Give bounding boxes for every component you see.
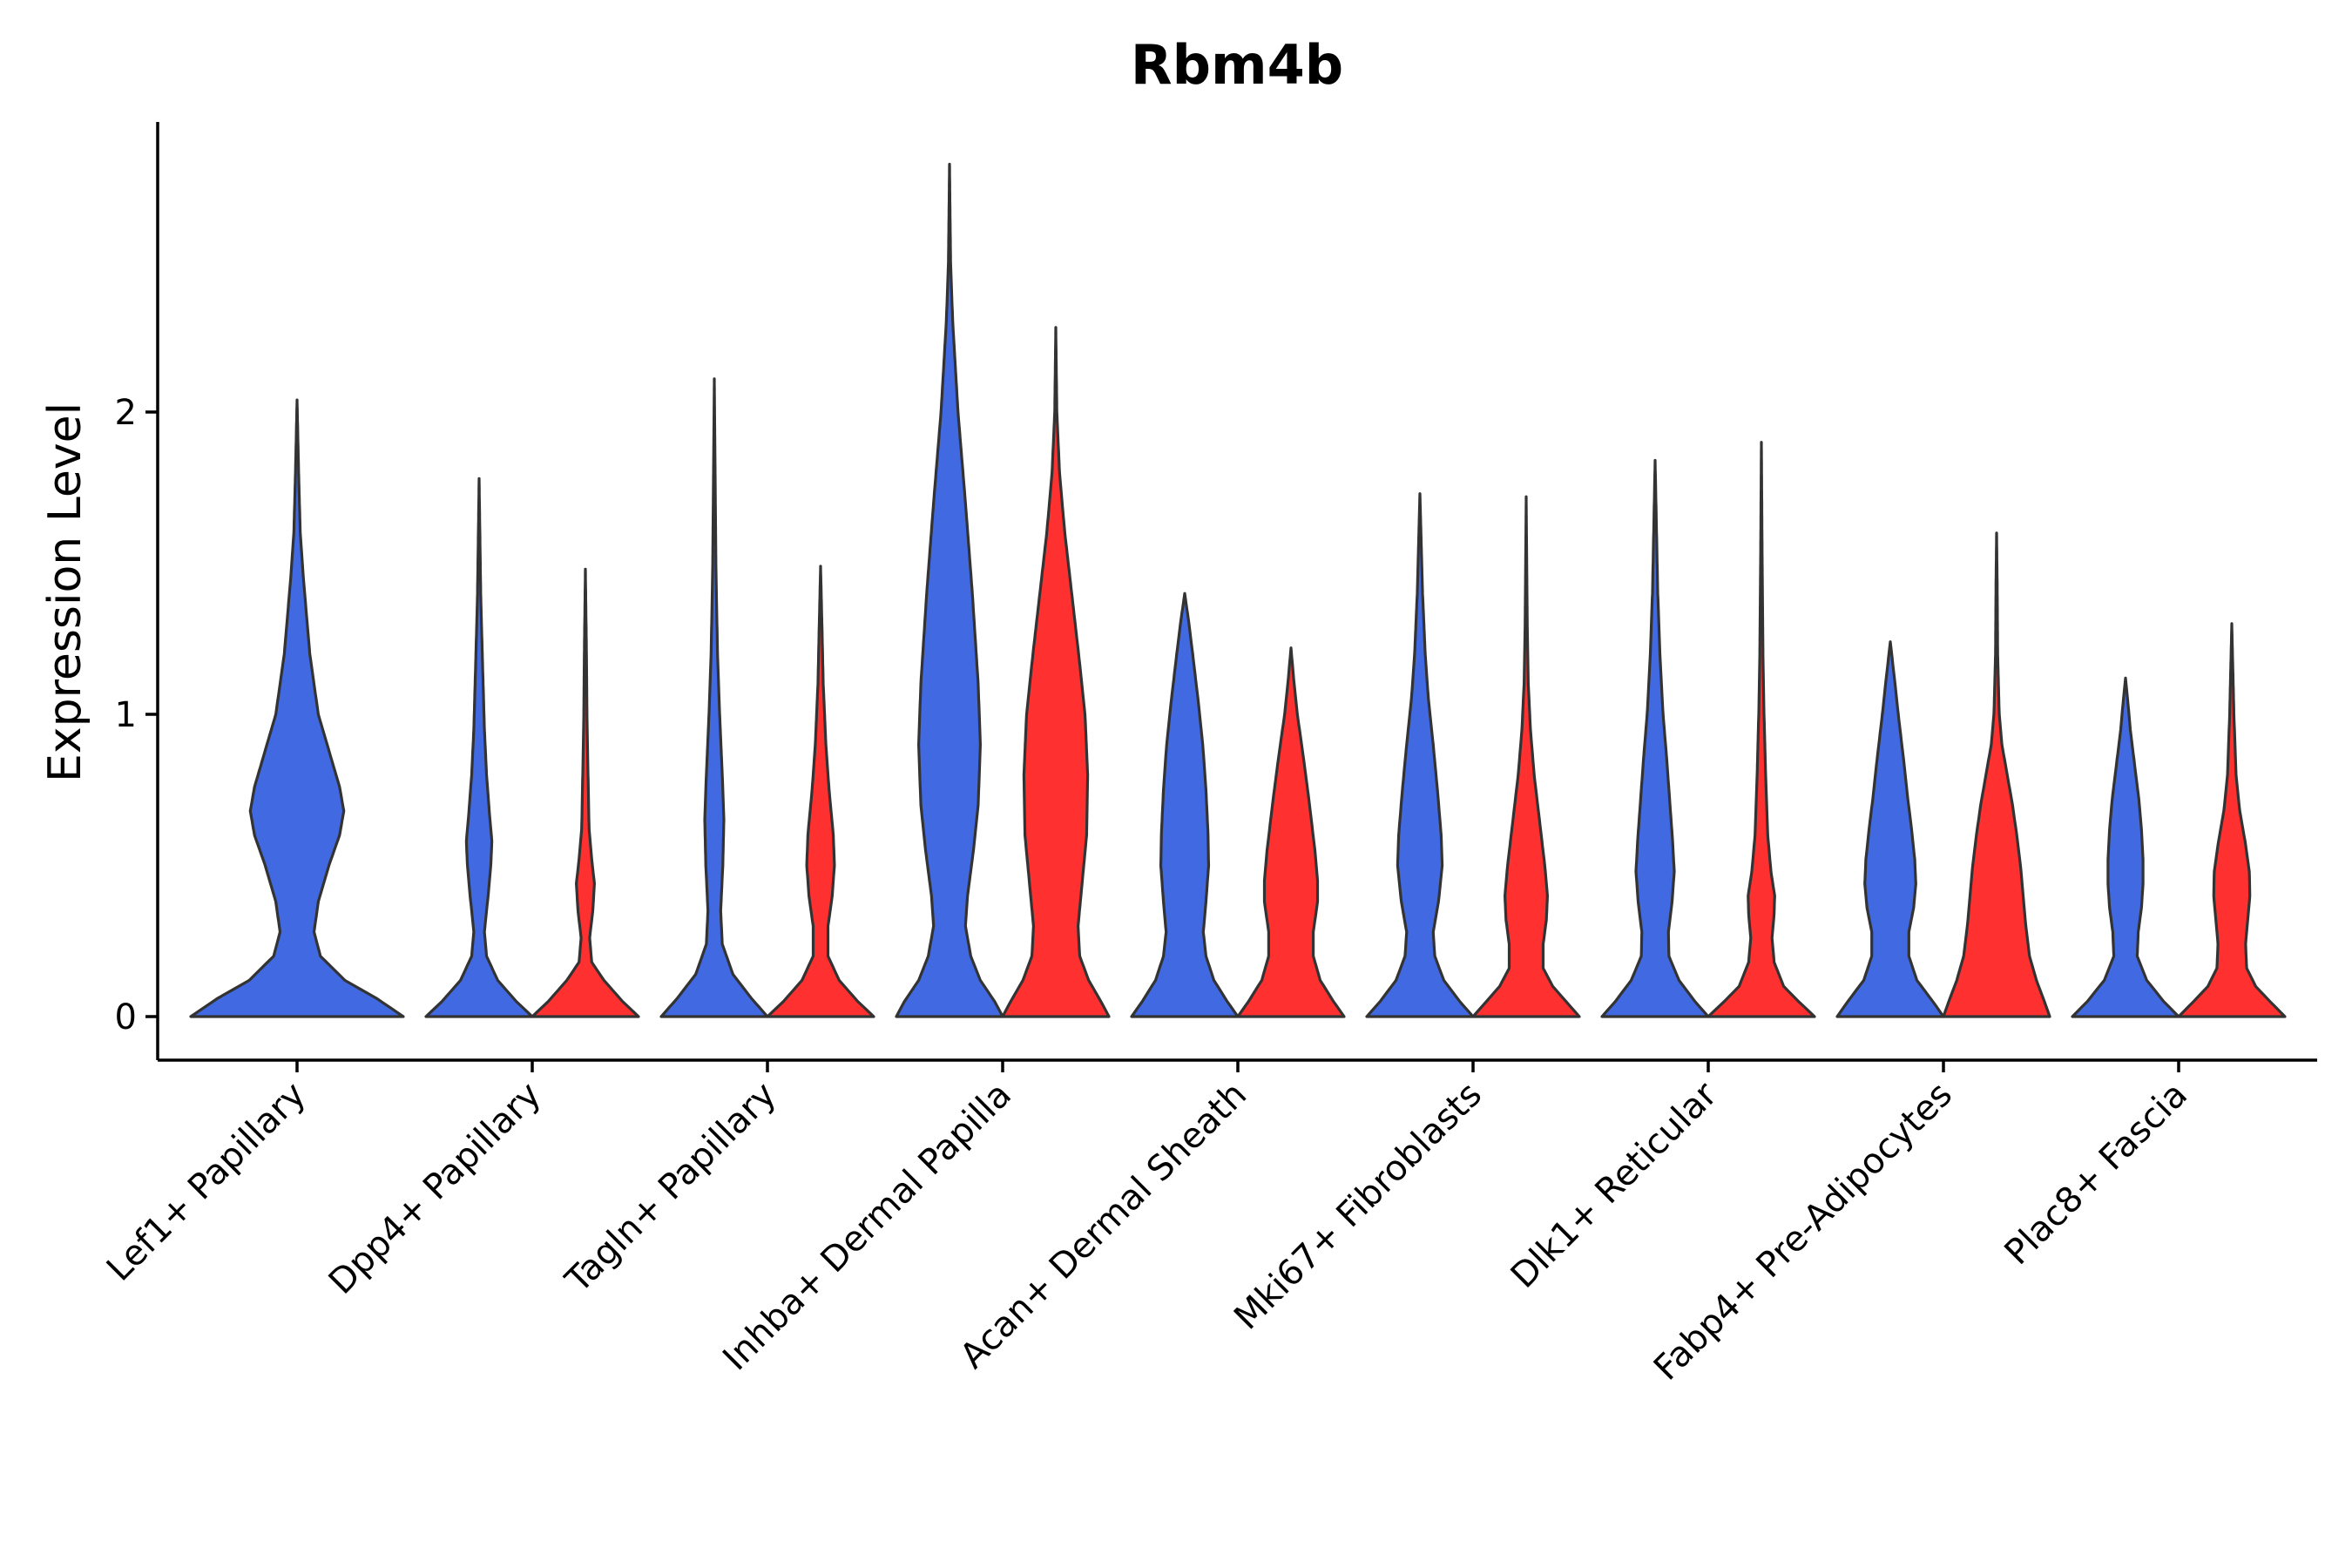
- y-tick-label: 0: [115, 997, 137, 1037]
- chart-title: Rbm4b: [1131, 33, 1343, 97]
- violin-0-blue: [189, 398, 405, 1018]
- violin-3-blue: [895, 162, 1004, 1018]
- violin-7-blue: [1835, 640, 1945, 1018]
- violin-8-red: [2177, 622, 2287, 1018]
- violin-6-red: [1707, 441, 1816, 1018]
- y-axis-label: Expression Level: [39, 402, 91, 782]
- violin-7-red: [1942, 531, 2051, 1018]
- violin-1-blue: [424, 476, 534, 1018]
- y-tick-label: 1: [115, 695, 137, 735]
- x-tick-label: Tagln+ Papillary: [558, 1075, 784, 1301]
- x-tick-label: Lef1+ Papillary: [99, 1075, 314, 1289]
- violin-2-red: [766, 564, 875, 1018]
- violin-5-blue: [1365, 492, 1475, 1018]
- violin-group: [189, 162, 2287, 1018]
- violin-4-red: [1236, 646, 1346, 1018]
- x-tick-label: Dpp4+ Papillary: [321, 1075, 549, 1302]
- violin-4-blue: [1130, 591, 1240, 1018]
- x-tick-label: Plac8+ Fascia: [1997, 1075, 2196, 1274]
- x-tick-label: Mki67+ Fibroblasts: [1227, 1075, 1490, 1338]
- x-tick-label: Dlk1+ Reticular: [1504, 1074, 1726, 1296]
- violin-8-blue: [2071, 676, 2180, 1018]
- violin-1-red: [531, 567, 640, 1018]
- axes: 0 1 2 Lef1+ Papillary Dpp4+ Papillary Tagln+ …: [99, 122, 2317, 1389]
- violin-3-red: [1001, 326, 1111, 1018]
- y-tick-label: 2: [115, 393, 137, 433]
- violin-2-blue: [659, 377, 769, 1018]
- violin-6-blue: [1600, 458, 1710, 1018]
- violin-5-red: [1471, 495, 1581, 1018]
